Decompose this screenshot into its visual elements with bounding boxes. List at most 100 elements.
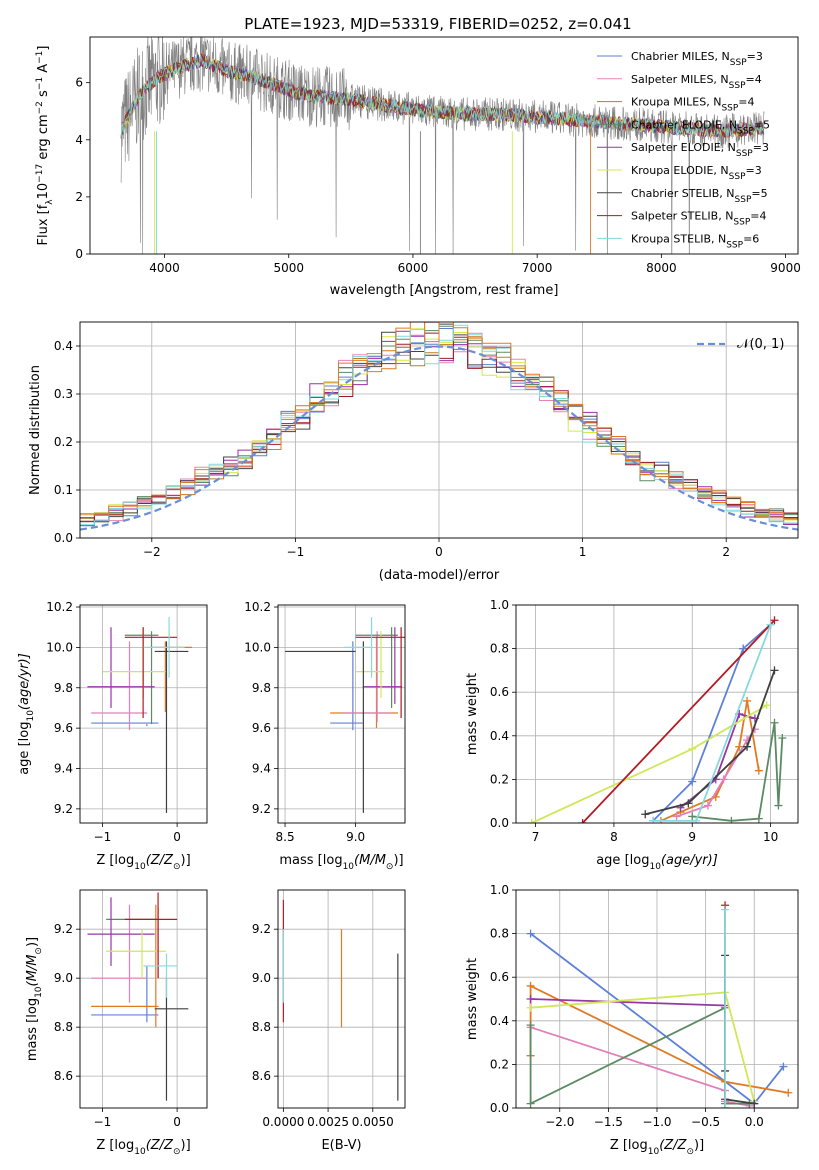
x-axis-label-part: )] xyxy=(181,853,191,868)
x-tick-label: 1 xyxy=(579,545,587,559)
legend-label-part: SSP xyxy=(733,218,750,228)
x-axis-label-part: Z [log xyxy=(96,1138,134,1153)
y-axis-label-part: )] xyxy=(25,937,40,947)
y-axis-label: Normed distribution xyxy=(28,365,43,495)
mass-weight-marker xyxy=(641,810,650,819)
y-tick-label: 0.6 xyxy=(490,970,509,984)
mass-weight-marker xyxy=(721,905,730,914)
histogram-step xyxy=(80,322,798,519)
y-tick-label: 0.4 xyxy=(490,729,509,743)
legend-label-part: =4 xyxy=(738,96,754,109)
legend-label: Salpeter MILES, NSSP=4 xyxy=(631,73,762,91)
mass-weight-marker xyxy=(779,1062,788,1071)
plot-area xyxy=(527,616,787,823)
y-tick-label: 0.8 xyxy=(490,642,509,656)
plot-area xyxy=(285,617,405,813)
x-axis-label: (data-model)/error xyxy=(379,568,500,583)
y-tick-label: 10.0 xyxy=(46,640,73,654)
mass-weight-marker xyxy=(688,777,697,786)
y-tick-label: 9.2 xyxy=(54,922,73,936)
normal-curve xyxy=(80,345,798,531)
y-axis-label-part: A xyxy=(36,64,51,77)
mass-weight-marker xyxy=(739,644,748,653)
mass-weight-marker xyxy=(526,1021,535,1030)
mass-weight-marker xyxy=(688,744,697,753)
x-tick-label: 2 xyxy=(722,545,730,559)
x-axis-label-part: Z [log xyxy=(610,1138,648,1153)
axes-frame xyxy=(277,604,406,824)
x-axis-label-part: mass [log xyxy=(279,853,342,868)
x-tick-label: −0.5 xyxy=(691,1115,720,1129)
mass-weight-marker xyxy=(778,733,787,742)
y-axis-label-part: −1 xyxy=(35,51,45,64)
y-tick-label: 9.0 xyxy=(54,971,73,985)
legend-label-part: SSP xyxy=(729,81,746,91)
mass-weight-marker xyxy=(578,819,587,823)
plot-area xyxy=(120,37,765,254)
y-axis-label-part: 10 xyxy=(34,986,44,998)
x-tick-label: −1 xyxy=(94,1115,112,1129)
x-tick-label: −2.0 xyxy=(545,1115,574,1129)
mass-weight-marker xyxy=(526,995,535,1003)
panel-age_vs_mass: 8.5 9.0 9.2 9.4 9.6 9.8 10.0 10.2 mass [log10(M/… xyxy=(244,600,406,872)
x-tick-label: 0 xyxy=(435,545,443,559)
y-axis-label-part: (age/yr)] xyxy=(17,653,32,710)
mass-weight-line xyxy=(581,619,776,823)
mass-weight-marker xyxy=(770,666,779,675)
y-tick-label: 0.2 xyxy=(490,1057,509,1071)
legend-label-part: Kroupa STELIB, N xyxy=(631,232,726,245)
x-axis-label-part: )] xyxy=(181,1138,191,1153)
legend-label-part: SSP xyxy=(730,58,747,68)
panel-spectrum: 4000 5000 6000 7000 8000 9000 0 2 4 6 Chabrier MIL… xyxy=(35,36,801,298)
mass-weight-marker xyxy=(750,1099,759,1108)
y-axis-label-part: −17 xyxy=(35,164,45,183)
mass-weight-line xyxy=(529,984,789,1094)
y-axis-label-part: 10 xyxy=(36,183,51,200)
mass-weight-marker xyxy=(754,814,763,823)
y-tick-label: 0.4 xyxy=(54,339,73,353)
x-tick-label: 9 xyxy=(688,830,696,844)
plot-area xyxy=(526,901,793,1108)
x-axis-label: Z [log10(Z/Z⊙)] xyxy=(96,1138,190,1157)
legend-label-part: Kroupa MILES, N xyxy=(631,96,721,109)
y-tick-label: 9.4 xyxy=(252,762,271,776)
legend-label-part: =4 xyxy=(750,210,766,223)
axes-frame xyxy=(79,889,208,1109)
x-axis-label: Z [log10(Z/Z⊙)] xyxy=(610,1138,704,1157)
legend-label-part: SSP xyxy=(721,104,738,114)
x-axis-label: mass [log10(M/M⊙)] xyxy=(279,853,403,872)
y-axis-label-part: mass [log xyxy=(25,998,40,1061)
y-tick-label: 6 xyxy=(75,76,83,90)
legend-label: Salpeter STELIB, NSSP=4 xyxy=(631,210,767,228)
mass-weight-marker xyxy=(526,929,535,938)
y-axis-label-part: erg cm xyxy=(36,114,51,163)
panel-mw_vs_z: −2.0 −1.5 −1.0 −0.5 0.0 0.0 0.2 0.4 0.6 0.8 1.0 Z [… xyxy=(465,883,799,1157)
x-tick-label: −2 xyxy=(143,545,161,559)
plot-area xyxy=(282,899,399,1101)
y-axis-label: mass [log10(M/M⊙)] xyxy=(25,937,44,1061)
y-axis-label: Flux [fλ10−17 erg cm−2 s−1 A−1] xyxy=(35,46,55,246)
legend-label-part: Kroupa ELODIE, N xyxy=(631,164,729,177)
legend-label-part: Salpeter ELODIE, N xyxy=(631,141,736,154)
legend-label: Kroupa ELODIE, NSSP=3 xyxy=(631,164,762,182)
x-axis-label-part: (M/M xyxy=(354,853,386,868)
x-tick-label: 0 xyxy=(173,1115,181,1129)
mass-weight-marker xyxy=(721,1104,730,1108)
x-axis-label-part: 10 xyxy=(134,862,146,872)
x-tick-label: 0.0025 xyxy=(307,1115,349,1129)
mass-weight-marker xyxy=(672,812,681,821)
axes-frame xyxy=(89,36,799,255)
mass-weight-line xyxy=(530,998,726,1007)
mass-weight-marker xyxy=(527,819,536,823)
x-tick-label: 4000 xyxy=(149,261,180,275)
x-tick-label: 8000 xyxy=(646,261,677,275)
mass-weight-line xyxy=(724,955,755,1105)
y-axis-label-part: ] xyxy=(36,46,51,51)
y-axis-label-part: −1 xyxy=(35,77,45,90)
legend-label-part: =5 xyxy=(754,118,770,131)
y-axis-label-part: λ xyxy=(45,199,55,205)
mass-weight-marker xyxy=(784,1088,793,1097)
mass-weight-marker xyxy=(754,766,763,775)
mass-weight-marker xyxy=(743,742,752,751)
